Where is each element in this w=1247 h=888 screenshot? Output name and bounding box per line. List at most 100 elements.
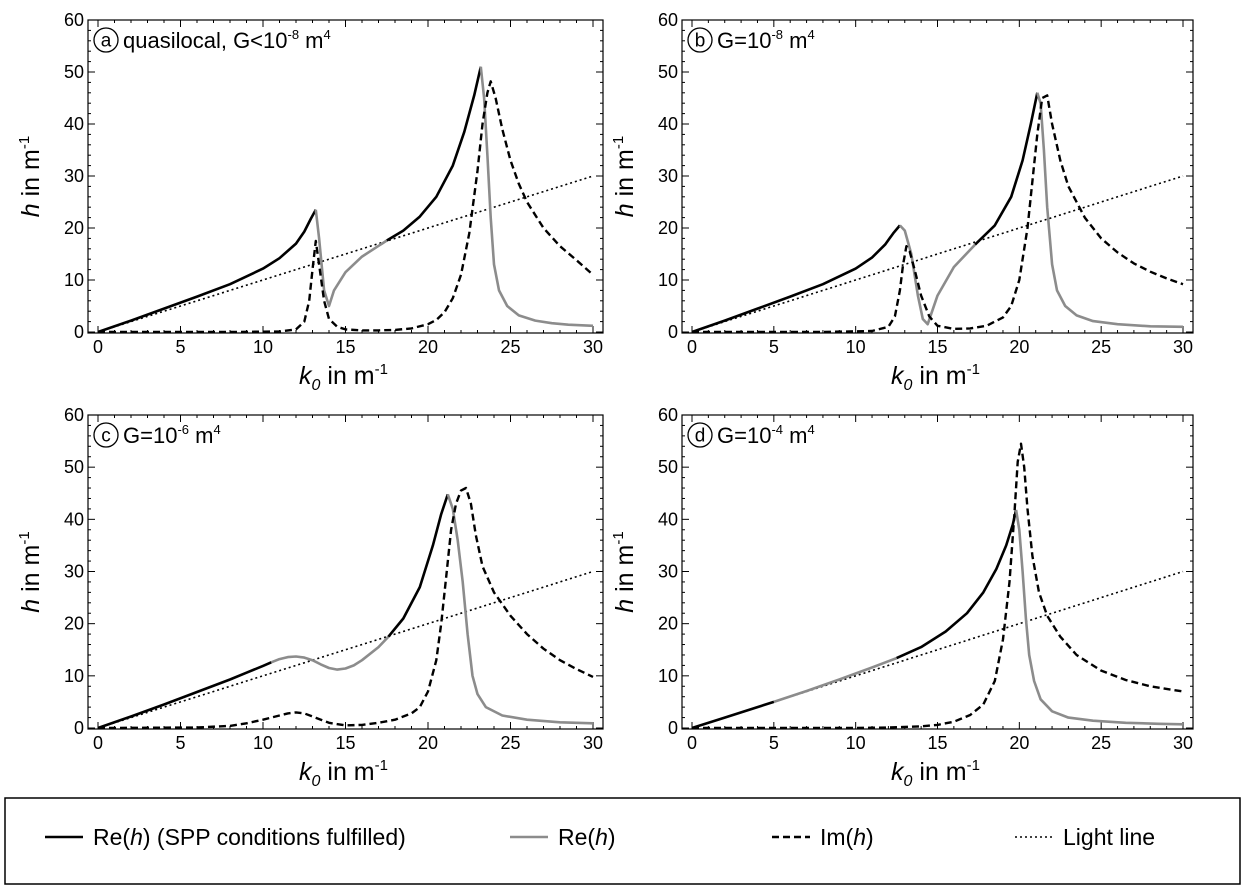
y-tick-label: 10	[64, 666, 84, 686]
panel-a: 0 5 10 15 20 25 30 0 10 20 30 40 50 60 a quasilocal, G<…	[16, 10, 603, 394]
x-tick-label: 0	[687, 337, 697, 357]
legend-label: Im(h)	[820, 824, 874, 850]
series-im-line	[98, 488, 593, 728]
x-tick-label: 30	[583, 337, 603, 357]
series-re-line	[316, 210, 387, 306]
panel-c: 0 5 10 15 20 25 300102030405060c G=10-6 m4k0 in…	[16, 405, 603, 790]
x-tick-label: 0	[93, 337, 103, 357]
panel-letter: c	[101, 426, 111, 447]
x-axis-label: k0 in m-1	[299, 757, 388, 790]
x-tick-label: 15	[335, 733, 355, 753]
series-re-line	[1037, 93, 1183, 327]
y-tick-label: 10	[658, 270, 678, 290]
y-tick-label: 60	[658, 10, 678, 30]
y-tick-label: 50	[64, 62, 84, 82]
y-tick-label: 10	[658, 666, 678, 686]
y-tick-label: 20	[658, 218, 678, 238]
y-tick-label: 20	[64, 218, 84, 238]
series-group	[692, 93, 1183, 332]
series-im-line	[692, 444, 1183, 728]
x-tick-label: 15	[927, 733, 947, 753]
series-group	[98, 67, 593, 332]
y-tick-label: 0	[668, 718, 678, 738]
y-tick-label: 40	[658, 509, 678, 529]
y-tick-label: 30	[658, 562, 678, 582]
series-spp-line	[98, 210, 316, 332]
x-tick-label: 5	[175, 337, 185, 357]
x-tick-label: 0	[93, 733, 103, 753]
x-tick-label: 20	[418, 337, 438, 357]
panel-b: 0 5 10 15 20 25 30 0 10 20 30 40 50 60 b G=10-8 m4 k0 in…	[610, 10, 1193, 394]
series-spp-line	[975, 93, 1037, 245]
series-spp-line	[388, 494, 447, 636]
plot-frame	[682, 20, 1193, 333]
y-tick-label: 30	[658, 166, 678, 186]
plot-frame	[682, 415, 1193, 729]
x-tick-label: 10	[846, 337, 866, 357]
y-tick-label: 0	[668, 322, 678, 342]
y-tick-label: 0	[74, 718, 84, 738]
series-re-line	[900, 225, 975, 324]
series-group	[98, 488, 593, 728]
series-group	[692, 444, 1183, 728]
x-tick-label: 25	[1091, 733, 1111, 753]
plot-frame	[88, 20, 603, 333]
y-tick-label: 30	[64, 166, 84, 186]
y-tick-label: 30	[64, 562, 84, 582]
x-tick-label: 5	[769, 733, 779, 753]
x-tick-label: 5	[769, 337, 779, 357]
series-light-line	[98, 176, 593, 332]
y-tick-label: 10	[64, 270, 84, 290]
series-spp-line	[897, 510, 1017, 658]
y-axis-label: h in m-1	[16, 136, 45, 217]
series-spp-line	[692, 702, 774, 728]
series-im-line	[98, 81, 593, 332]
series-spp-line	[98, 662, 271, 728]
series-re-line	[448, 494, 593, 723]
y-tick-label: 40	[64, 509, 84, 529]
y-tick-label: 60	[64, 10, 84, 30]
panel-label: G=10-6 m4	[123, 422, 221, 448]
panel-d: 0 5 10 15 20 25 30 0 10 20 30 40 50 60 d G=10-4 m4 k0 in…	[610, 405, 1193, 790]
y-tick-label: 60	[64, 405, 84, 425]
x-tick-label: 15	[335, 337, 355, 357]
x-tick-label: 10	[253, 337, 273, 357]
y-tick-label: 60	[658, 405, 678, 425]
y-tick-label: 50	[658, 457, 678, 477]
y-tick-label: 40	[658, 114, 678, 134]
x-tick-label: 10	[253, 733, 273, 753]
x-tick-label: 20	[418, 733, 438, 753]
series-light-line	[692, 176, 1183, 332]
y-tick-label: 0	[74, 322, 84, 342]
plot-frame	[88, 415, 603, 729]
x-tick-label: 10	[846, 733, 866, 753]
x-tick-label: 25	[500, 733, 520, 753]
x-tick-label: 30	[1173, 337, 1193, 357]
x-tick-label: 20	[1009, 733, 1029, 753]
panel-label: G=10-4 m4	[717, 422, 815, 448]
series-light-line	[98, 572, 593, 729]
y-axis-label: h in m-1	[610, 136, 639, 217]
panel-letter: b	[695, 31, 706, 52]
x-tick-label: 30	[583, 733, 603, 753]
x-tick-label: 0	[687, 733, 697, 753]
panel-letter: d	[695, 426, 706, 447]
series-re-line	[481, 67, 593, 326]
legend-label: Re(h)	[558, 824, 616, 850]
y-tick-label: 50	[64, 457, 84, 477]
legend-label: Light line	[1063, 824, 1155, 850]
y-tick-label: 50	[658, 62, 678, 82]
panel-label: quasilocal, G<10-8 m4	[123, 27, 331, 53]
x-axis-label: k0 in m-1	[891, 757, 980, 790]
legend-label: Re(h) (SPP conditions fulfilled)	[93, 824, 406, 850]
series-spp-line	[692, 225, 900, 332]
y-axis-label: h in m-1	[610, 531, 639, 612]
y-tick-label: 40	[64, 114, 84, 134]
panel-label: G=10-8 m4	[717, 27, 815, 53]
x-tick-label: 30	[1173, 733, 1193, 753]
legend: Re(h) (SPP conditions fulfilled) Re(h) Im(…	[5, 798, 1240, 884]
x-tick-label: 20	[1009, 337, 1029, 357]
series-spp-line	[387, 67, 481, 241]
x-tick-label: 25	[1091, 337, 1111, 357]
